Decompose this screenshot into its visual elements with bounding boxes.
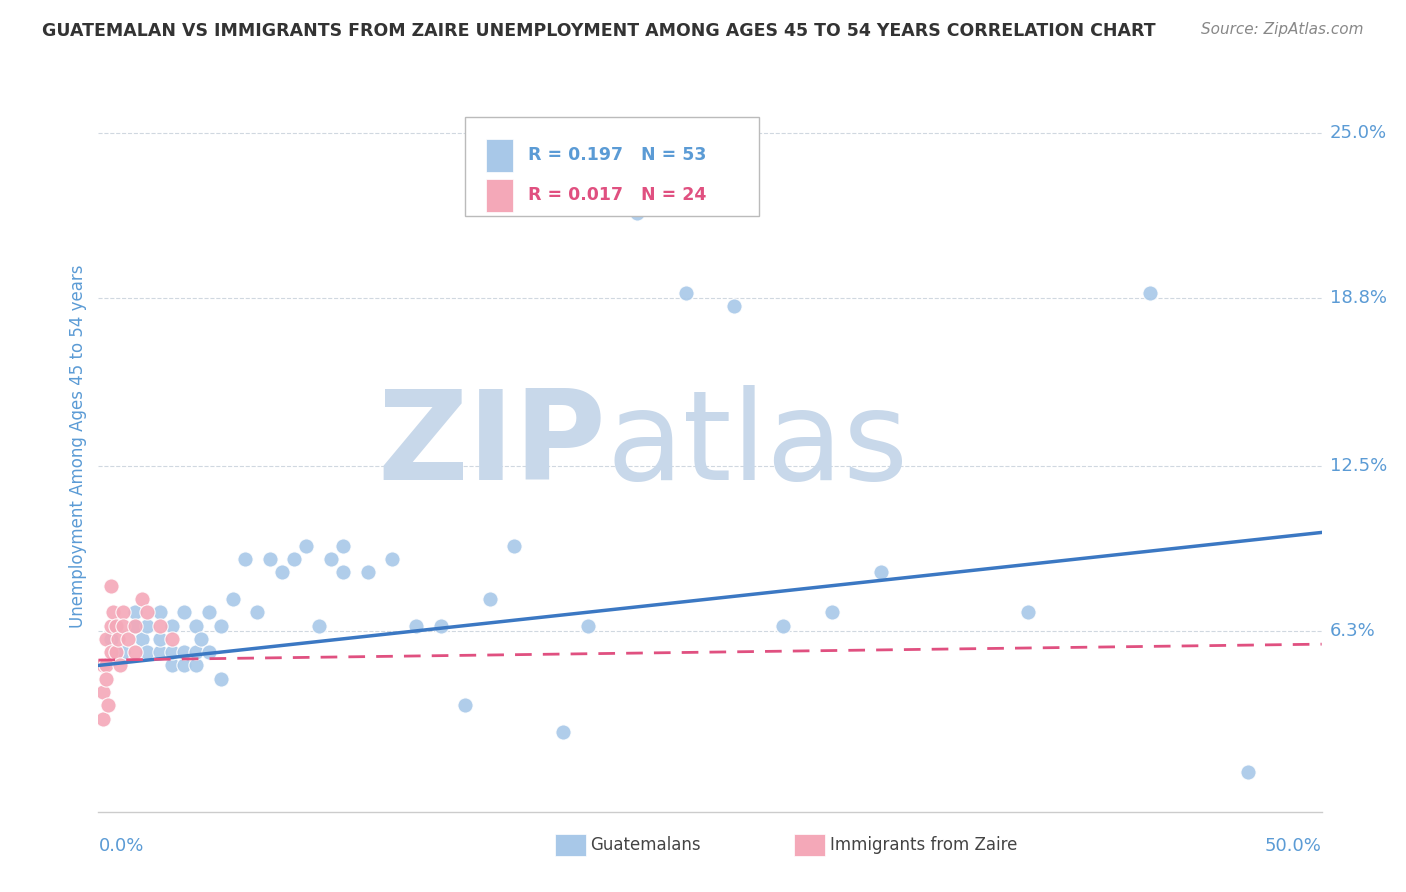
Y-axis label: Unemployment Among Ages 45 to 54 years: Unemployment Among Ages 45 to 54 years: [69, 264, 87, 628]
Point: [111, 618, 134, 632]
Point: [308, 618, 330, 632]
Text: Source: ZipAtlas.com: Source: ZipAtlas.com: [1201, 22, 1364, 37]
Bar: [486, 179, 513, 212]
Text: R = 0.017   N = 24: R = 0.017 N = 24: [527, 186, 706, 204]
Point: [136, 645, 159, 659]
Point: [117, 632, 139, 646]
FancyBboxPatch shape: [465, 117, 759, 216]
Text: ZIP: ZIP: [377, 385, 606, 507]
Point: [576, 618, 599, 632]
Point: [100, 645, 122, 659]
Point: [91, 712, 114, 726]
Text: Immigrants from Zaire: Immigrants from Zaire: [830, 836, 1017, 855]
Point: [160, 658, 183, 673]
Point: [160, 618, 183, 632]
Text: Guatemalans: Guatemalans: [591, 836, 702, 855]
Point: [723, 299, 745, 313]
Point: [283, 552, 305, 566]
Point: [173, 605, 195, 619]
Text: 0.0%: 0.0%: [98, 837, 143, 855]
Point: [553, 725, 575, 739]
Point: [110, 658, 132, 673]
Text: 25.0%: 25.0%: [1330, 125, 1388, 143]
Point: [1237, 764, 1260, 779]
Bar: [486, 139, 513, 171]
Point: [124, 618, 146, 632]
Text: 50.0%: 50.0%: [1265, 837, 1322, 855]
Point: [222, 591, 245, 606]
Point: [173, 658, 195, 673]
Point: [197, 605, 219, 619]
Point: [107, 632, 129, 646]
Point: [478, 591, 501, 606]
Text: 6.3%: 6.3%: [1330, 622, 1375, 640]
Point: [160, 632, 183, 646]
Point: [91, 685, 114, 699]
Point: [100, 632, 122, 646]
Point: [405, 618, 427, 632]
Text: 18.8%: 18.8%: [1330, 289, 1386, 308]
Point: [356, 566, 378, 580]
Point: [821, 605, 844, 619]
Point: [94, 658, 117, 673]
Point: [270, 566, 294, 580]
Point: [94, 632, 117, 646]
Point: [100, 618, 122, 632]
Point: [319, 552, 342, 566]
Point: [173, 645, 195, 659]
Point: [503, 539, 526, 553]
Point: [160, 645, 183, 659]
Point: [149, 632, 172, 646]
Point: [100, 579, 122, 593]
Point: [91, 658, 114, 673]
Point: [101, 605, 124, 619]
Point: [111, 605, 134, 619]
Point: [190, 632, 212, 646]
Point: [295, 539, 318, 553]
Point: [136, 618, 159, 632]
Point: [97, 698, 120, 713]
Point: [332, 539, 354, 553]
Point: [149, 645, 172, 659]
Point: [332, 566, 354, 580]
Point: [870, 566, 893, 580]
Point: [104, 618, 127, 632]
Point: [454, 698, 477, 713]
Point: [246, 605, 269, 619]
Point: [136, 605, 159, 619]
Point: [675, 286, 697, 301]
Point: [259, 552, 281, 566]
Point: [1017, 605, 1039, 619]
Point: [186, 658, 208, 673]
Point: [124, 618, 146, 632]
Point: [197, 645, 219, 659]
Point: [104, 645, 127, 659]
Point: [381, 552, 404, 566]
Point: [131, 591, 153, 606]
Point: [131, 632, 153, 646]
Text: GUATEMALAN VS IMMIGRANTS FROM ZAIRE UNEMPLOYMENT AMONG AGES 45 TO 54 YEARS CORRE: GUATEMALAN VS IMMIGRANTS FROM ZAIRE UNEM…: [42, 22, 1156, 40]
Text: R = 0.197   N = 53: R = 0.197 N = 53: [527, 146, 706, 164]
Point: [186, 645, 208, 659]
Point: [149, 618, 172, 632]
Point: [149, 605, 172, 619]
Point: [186, 618, 208, 632]
Point: [124, 605, 146, 619]
Point: [233, 552, 256, 566]
Point: [111, 645, 134, 659]
Point: [430, 618, 453, 632]
Text: 12.5%: 12.5%: [1330, 457, 1388, 475]
Text: atlas: atlas: [606, 385, 908, 507]
Point: [209, 618, 232, 632]
Point: [124, 645, 146, 659]
Point: [626, 206, 648, 220]
Point: [209, 672, 232, 686]
Point: [1139, 286, 1161, 301]
Point: [94, 672, 117, 686]
Point: [772, 618, 794, 632]
